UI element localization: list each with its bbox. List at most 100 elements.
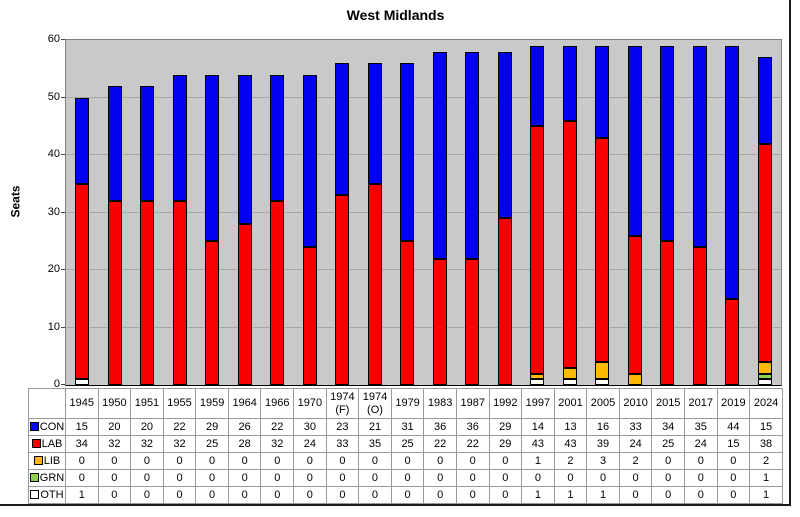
value-LAB-1966: 32 xyxy=(260,435,295,453)
value-GRN-1955: 0 xyxy=(162,469,197,487)
bar-segment-LAB-1987 xyxy=(465,258,480,385)
y-tick-mark-0 xyxy=(61,384,65,385)
bar-segment-CON-2019 xyxy=(725,45,740,299)
value-LIB-1983: 0 xyxy=(423,452,457,470)
year-label-1992: 1992 xyxy=(488,388,523,419)
year-label-1987: 1987 xyxy=(455,388,490,419)
value-GRN-2015: 0 xyxy=(651,469,685,487)
value-GRN-1950: 0 xyxy=(97,469,132,487)
bar-segment-CON-1945 xyxy=(75,97,90,184)
bar-segment-LAB-2015 xyxy=(660,241,675,385)
bar-segment-LIB-2005 xyxy=(595,362,610,380)
bar-segment-LAB-1955 xyxy=(172,201,187,385)
value-CON-1950: 20 xyxy=(97,418,132,436)
value-OTH-1974(F): 0 xyxy=(325,486,360,504)
value-OTH-2005: 1 xyxy=(586,486,620,504)
bar-segment-OTH-1997 xyxy=(530,379,545,385)
value-LAB-2010: 24 xyxy=(618,435,653,453)
value-LIB-2019: 0 xyxy=(716,452,751,470)
bar-segment-CON-1966 xyxy=(270,74,285,201)
lib-swatch-icon xyxy=(33,456,43,465)
value-GRN-1959: 0 xyxy=(195,469,229,487)
value-LAB-2017: 24 xyxy=(683,435,718,453)
grn-swatch-icon xyxy=(29,473,39,482)
value-LIB-1966: 0 xyxy=(260,452,295,470)
bar-segment-LAB-1992 xyxy=(497,218,512,385)
gridline-40 xyxy=(66,154,781,155)
value-GRN-1992: 0 xyxy=(488,469,523,487)
bar-segment-CON-2001 xyxy=(562,45,577,121)
lab-swatch-icon xyxy=(31,439,41,448)
value-CON-1992: 29 xyxy=(488,418,523,436)
frame-right-border xyxy=(789,0,791,506)
party-label-LIB: LIB xyxy=(28,452,66,470)
value-GRN-2019: 0 xyxy=(716,469,751,487)
bar-segment-GRN-2024 xyxy=(757,373,772,380)
party-label-LAB: LAB xyxy=(28,435,66,453)
value-GRN-1974(F): 0 xyxy=(325,469,360,487)
year-label-1997: 1997 xyxy=(521,388,555,419)
value-LAB-2015: 25 xyxy=(651,435,685,453)
bar-segment-LAB-1951 xyxy=(140,201,155,385)
party-label-GRN: GRN xyxy=(28,469,66,487)
year-label-2010: 2010 xyxy=(618,388,653,419)
value-LAB-1950: 32 xyxy=(97,435,132,453)
y-tick-mark-30 xyxy=(61,211,65,213)
value-OTH-2017: 0 xyxy=(683,486,718,504)
value-GRN-2005: 0 xyxy=(586,469,620,487)
value-LAB-1951: 32 xyxy=(130,435,164,453)
value-LIB-1992: 0 xyxy=(488,452,523,470)
bar-segment-CON-1951 xyxy=(140,86,155,201)
bar-segment-CON-1970 xyxy=(302,74,317,247)
value-LAB-1964: 28 xyxy=(227,435,262,453)
bar-segment-CON-1964 xyxy=(237,74,252,224)
value-LAB-1945: 34 xyxy=(65,435,99,453)
table-row-years: 1945 1950 1951 1955 1959 1964 1966 1970 1974 (F)… xyxy=(28,388,783,419)
value-OTH-2010: 0 xyxy=(618,486,653,504)
y-tick-label-40: 40 xyxy=(47,148,60,160)
value-GRN-1966: 0 xyxy=(260,469,295,487)
value-LIB-1955: 0 xyxy=(162,452,197,470)
bar-segment-CON-2017 xyxy=(692,45,707,247)
value-GRN-2024: 1 xyxy=(749,469,783,487)
value-LIB-1974(F): 0 xyxy=(325,452,360,470)
bar-segment-LIB-2001 xyxy=(562,367,577,380)
y-tick-mark-50 xyxy=(61,96,65,98)
y-tick-mark-60 xyxy=(61,39,65,40)
y-tick-label-0: 0 xyxy=(53,378,60,390)
bar-segment-CON-2005 xyxy=(595,45,610,138)
y-tick-label-60: 60 xyxy=(47,33,60,45)
table-row-LIB: LIB 0 0 0 0 0 0 0 0 0 0 0 0 0 0 1 2 3 2 0 0 0 2 xyxy=(28,452,783,470)
value-OTH-1959: 0 xyxy=(195,486,229,504)
value-CON-1974(O): 21 xyxy=(358,418,392,436)
bar-segment-CON-1979 xyxy=(400,63,415,242)
chart-title: West Midlands xyxy=(346,7,445,23)
value-LIB-1997: 1 xyxy=(521,452,555,470)
value-CON-2015: 34 xyxy=(651,418,685,436)
year-label-2005: 2005 xyxy=(586,388,620,419)
table-row-OTH: OTH 1 0 0 0 0 0 0 0 0 0 0 0 0 0 1 1 1 0 0 0 0 1 xyxy=(28,486,783,504)
value-LAB-2001: 43 xyxy=(553,435,588,453)
year-label-1966: 1966 xyxy=(260,388,295,419)
table-row-CON: CON 15 20 20 22 29 26 22 30 23 21 31 36 36 29 14 13 16 33 3… xyxy=(28,418,783,436)
value-OTH-1997: 1 xyxy=(521,486,555,504)
party-label-CON: CON xyxy=(28,418,66,436)
y-tick-label-50: 50 xyxy=(47,90,60,103)
oth-swatch-icon xyxy=(30,490,40,499)
frame-bottom-border xyxy=(0,504,791,506)
bar-segment-CON-1955 xyxy=(172,74,187,201)
value-GRN-1974(O): 0 xyxy=(358,469,392,487)
bar-segment-LAB-1950 xyxy=(107,201,122,385)
y-tick-mark-20 xyxy=(61,269,65,270)
value-LIB-2017: 0 xyxy=(683,452,718,470)
bar-segment-CON-1959 xyxy=(205,74,220,242)
year-label-1983: 1983 xyxy=(423,388,457,419)
year-label-1959: 1959 xyxy=(195,388,229,419)
bar-segment-CON-2010 xyxy=(627,45,642,236)
value-LIB-2015: 0 xyxy=(651,452,685,470)
value-LIB-2010: 2 xyxy=(618,452,653,470)
bar-segment-LAB-1983 xyxy=(432,258,447,385)
value-CON-1951: 20 xyxy=(130,418,164,436)
year-label-2019: 2019 xyxy=(716,388,751,419)
value-OTH-1945: 1 xyxy=(65,486,99,504)
